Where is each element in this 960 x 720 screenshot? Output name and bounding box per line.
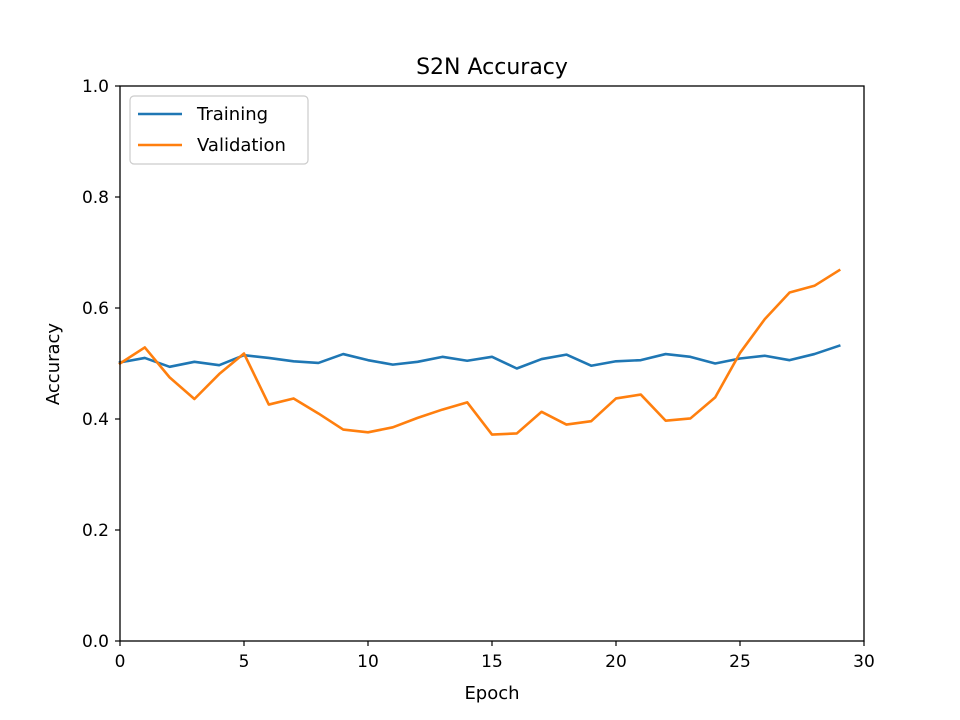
y-axis-label: Accuracy xyxy=(43,323,64,406)
y-tick-label: 1.0 xyxy=(82,77,109,97)
plot-area xyxy=(118,268,841,436)
axes: 0 5 10 15 20 25 30 0.0 0.2 0.4 0.6 0.8 1.0 xyxy=(82,77,875,672)
x-tick-label: 5 xyxy=(239,652,250,672)
legend: Training Validation xyxy=(129,95,309,165)
chart-title: S2N Accuracy xyxy=(416,55,568,80)
x-axis-label: Epoch xyxy=(464,683,519,704)
x-tick-label: 0 xyxy=(115,652,126,672)
y-tick-label: 0.4 xyxy=(82,410,109,430)
y-tick-label: 0.6 xyxy=(82,299,109,319)
y-tick-label: 0.2 xyxy=(82,521,109,541)
legend-label-training: Training xyxy=(196,104,268,125)
series-line-validation xyxy=(118,268,841,436)
x-tick-label: 15 xyxy=(481,652,503,672)
y-tick-label: 0.0 xyxy=(82,632,109,652)
legend-label-validation: Validation xyxy=(197,135,286,156)
x-tick-label: 20 xyxy=(605,652,627,672)
x-tick-label: 10 xyxy=(357,652,379,672)
x-tick-label: 25 xyxy=(729,652,751,672)
x-tick-label: 30 xyxy=(853,652,875,672)
y-tick-label: 0.8 xyxy=(82,188,109,208)
